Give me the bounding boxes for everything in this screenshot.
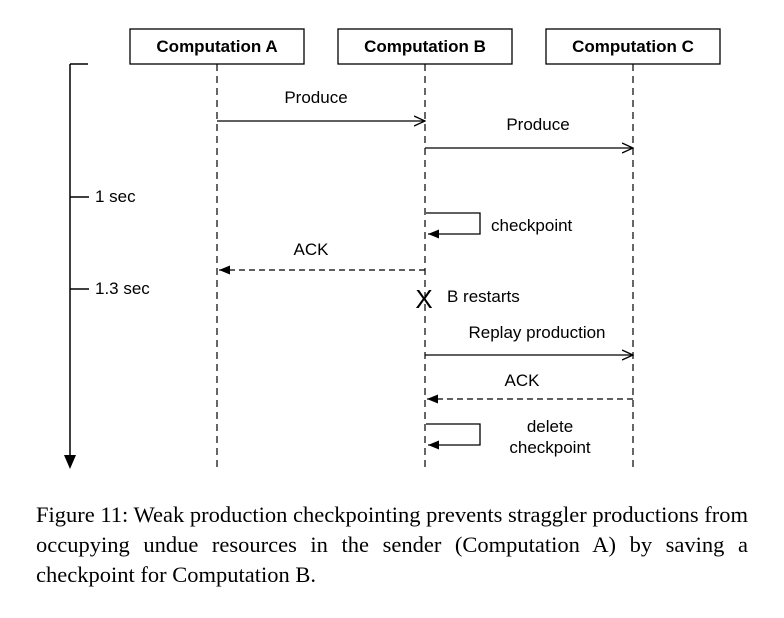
participant-label: Computation A: [156, 37, 277, 56]
message-produce-a-to-b: Produce: [217, 88, 425, 121]
figure-caption: Figure 11: Weak production checkpointing…: [36, 502, 748, 587]
message-label-line-1: delete: [527, 417, 573, 436]
message-produce-b-to-c: Produce: [425, 115, 633, 148]
message-ack-b-to-a: ACK: [219, 240, 425, 275]
participant-label: Computation B: [364, 37, 486, 56]
failure-b-restarts: X B restarts: [415, 284, 519, 314]
self-message-checkpoint: checkpoint: [426, 212, 573, 239]
time-mark-1-3sec: 1.3 sec: [70, 279, 150, 298]
self-message-delete-checkpoint: delete checkpoint: [426, 417, 591, 457]
time-mark-label: 1 sec: [95, 187, 136, 206]
message-ack-c-to-b: ACK: [427, 371, 633, 404]
message-label: Produce: [284, 88, 347, 107]
sequence-diagram: 1 sec 1.3 sec Computation A Computation …: [64, 28, 721, 470]
message-label: Replay production: [468, 323, 605, 342]
time-axis-arrowhead: [64, 455, 76, 469]
time-mark-label: 1.3 sec: [95, 279, 150, 298]
failure-x-marker: X: [415, 284, 432, 314]
self-message-arrow: [426, 423, 481, 450]
time-mark-1sec: 1 sec: [70, 187, 136, 206]
message-label-line-2: checkpoint: [509, 438, 591, 457]
participant-computation-c: Computation C: [545, 28, 721, 65]
message-label: B restarts: [447, 287, 520, 306]
time-axis: [64, 63, 88, 469]
participant-label: Computation C: [572, 37, 694, 56]
self-message-arrow: [426, 212, 481, 239]
message-label: ACK: [294, 240, 330, 259]
participant-computation-a: Computation A: [129, 28, 305, 65]
message-label: ACK: [505, 371, 541, 390]
message-replay-production: Replay production: [425, 323, 633, 355]
participant-computation-b: Computation B: [337, 28, 513, 65]
message-label: checkpoint: [491, 216, 573, 235]
message-label: Produce: [506, 115, 569, 134]
